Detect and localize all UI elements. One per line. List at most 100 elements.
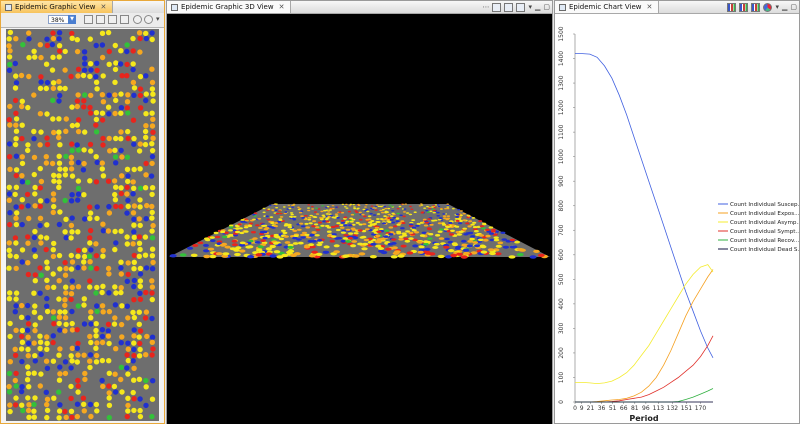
agent-3d-dot (387, 213, 391, 216)
agent-3d-dot (326, 230, 332, 233)
close-icon[interactable]: ✕ (646, 3, 653, 11)
layout-icon[interactable] (504, 2, 514, 12)
fit-icon[interactable] (516, 2, 526, 12)
arrange-icon[interactable]: ⋯ (482, 3, 490, 11)
agent-dot (131, 327, 137, 333)
y-tick-label: 1500 (558, 26, 565, 41)
close-icon[interactable]: ✕ (278, 3, 285, 11)
grid-icon[interactable] (84, 15, 93, 24)
agent-3d-dot (446, 215, 451, 218)
agent-dot (130, 48, 136, 54)
tab-graphic-view[interactable]: Epidemic Graphic View ✕ (1, 1, 114, 13)
tab-chart-view[interactable]: Epidemic Chart View ✕ (555, 1, 660, 13)
agent-3d-dot (487, 248, 495, 252)
chevron-down-icon[interactable]: ▼ (68, 15, 76, 24)
agent-dot (44, 111, 50, 117)
menu-icon[interactable]: ▾ (156, 15, 160, 23)
agent-dot (6, 191, 13, 197)
tab-graphic-3d-view[interactable]: Epidemic Graphic 3D View ✕ (167, 1, 292, 13)
agent-dot (113, 60, 119, 66)
agent-3d-dot (340, 211, 345, 214)
agent-dot (94, 265, 100, 272)
agent-dot (32, 253, 38, 259)
bar-chart-icon[interactable] (727, 2, 737, 12)
agent-dot (20, 407, 26, 414)
agent-3d-dot (209, 236, 215, 239)
agent-3d-dot (489, 238, 496, 242)
zoom-in-icon[interactable] (144, 15, 153, 24)
agent-3d-dot (411, 226, 417, 229)
agent-3d-dot (343, 206, 347, 208)
scale-icon[interactable] (96, 15, 105, 24)
agent-3d-dot (514, 240, 520, 244)
stacked-bar-icon[interactable] (739, 2, 749, 12)
agent-dot (143, 111, 149, 117)
agent-dot (6, 383, 12, 390)
agent-3d-dot (291, 204, 294, 207)
agent-dot (19, 135, 25, 142)
agent-dot (13, 383, 19, 389)
layout-icon[interactable] (120, 15, 129, 24)
agent-dot (62, 297, 68, 303)
agent-3d-dot (470, 251, 478, 255)
agent-dot (37, 203, 43, 209)
agent-3d-dot (308, 222, 313, 225)
agent-3d-dot (348, 205, 352, 207)
pie-chart-icon[interactable] (763, 2, 773, 12)
fit-icon[interactable] (108, 15, 117, 24)
legend-label: Count Individual Sympt... (730, 229, 799, 235)
agent-dot (118, 136, 124, 142)
agent-dot (150, 222, 156, 229)
agent-dot (99, 333, 106, 340)
agent-dot (19, 197, 25, 203)
maximize-icon[interactable]: ▢ (543, 3, 550, 11)
agent-3d-dot (343, 234, 349, 237)
agent-dot (69, 30, 75, 37)
menu-icon[interactable]: ▾ (528, 3, 532, 11)
agent-dot (105, 328, 112, 334)
agent-3d-dot (400, 244, 407, 248)
agent-3d-dot (419, 234, 426, 237)
agent-3d-dot (287, 224, 292, 227)
agent-3d-dot (463, 251, 470, 255)
agent-3d-dot (415, 224, 420, 227)
agent-3d-dot (186, 246, 194, 250)
menu-icon[interactable]: ▾ (775, 3, 779, 11)
agent-dot (56, 78, 62, 85)
agent-3d-dot (516, 252, 524, 257)
agent-3d-dot (281, 229, 286, 232)
zoom-select[interactable]: 38% ▼ (48, 15, 76, 24)
agent-3d-dot (305, 226, 310, 229)
agent-3d-dot (370, 242, 377, 246)
maximize-icon[interactable]: ▢ (790, 3, 797, 11)
close-icon[interactable]: ✕ (100, 3, 107, 11)
agent-dot (32, 353, 38, 359)
agent-dot (112, 302, 119, 308)
agent-3d-dot (445, 225, 450, 228)
agent-dot (81, 259, 87, 265)
agent-grid-2d[interactable] (6, 29, 159, 421)
agent-3d-dot (411, 219, 416, 222)
agent-dot (137, 105, 144, 111)
agent-dot (6, 184, 12, 190)
agent-3d-dot (470, 235, 476, 238)
zoom-out-icon[interactable] (133, 15, 142, 24)
agent-dot (13, 221, 20, 228)
agent-3d-dot (254, 241, 261, 244)
minimize-icon[interactable]: ▁ (781, 3, 788, 11)
agent-dot (149, 334, 156, 340)
agent-dot (88, 413, 94, 420)
minimize-icon[interactable]: ▁ (534, 3, 541, 11)
agent-dot (99, 327, 106, 333)
agent-3d-dot (436, 204, 440, 206)
agent-dot (87, 141, 94, 148)
agent-3d-dot (509, 245, 516, 249)
agent-dot (149, 66, 155, 72)
histogram-icon[interactable] (751, 2, 761, 12)
agent-plane-3d[interactable] (167, 14, 552, 424)
agent-dot (124, 303, 130, 309)
grid-icon[interactable] (492, 2, 502, 12)
agent-dot (124, 61, 130, 68)
agent-dot (124, 210, 130, 216)
epidemic-line-chart: 0 100 200 300 400 500 600 700 800 900 1000 1100 1200… (558, 26, 799, 423)
